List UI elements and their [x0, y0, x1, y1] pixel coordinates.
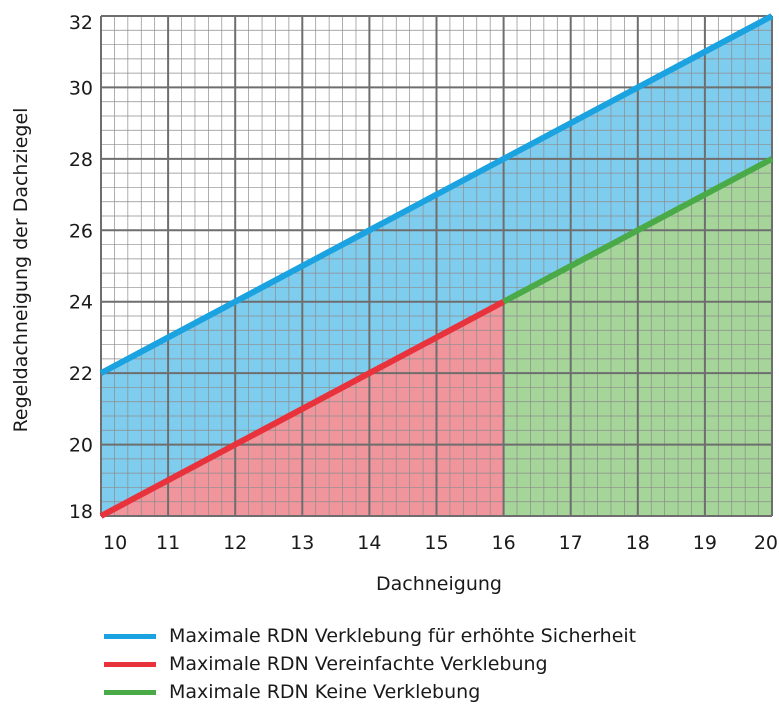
x-tick-label: 16	[492, 532, 516, 554]
major-gridlines	[100, 15, 773, 517]
y-tick-label: 26	[69, 220, 93, 242]
y-tick-label: 20	[69, 435, 93, 457]
x-tick-label: 14	[357, 532, 381, 554]
legend-label: Maximale RDN Verklebung für erhöhte Sich…	[169, 625, 637, 647]
legend-swatch-blue	[104, 633, 156, 639]
y-tick-labels: 18 20 22 24 26 28 30 32	[69, 12, 93, 523]
legend-label: Maximale RDN Keine Verklebung	[169, 681, 481, 703]
x-tick-label: 17	[559, 532, 583, 554]
y-tick-label: 32	[69, 12, 93, 34]
x-tick-label: 11	[156, 532, 180, 554]
y-tick-label: 22	[69, 363, 93, 385]
series-line-blue	[99, 13, 774, 376]
legend-label: Maximale RDN Vereinfachte Verklebung	[169, 653, 548, 675]
x-tick-label: 15	[424, 532, 448, 554]
x-axis-label: Dachneigung	[376, 573, 502, 595]
series-line-red	[99, 299, 506, 519]
legend-item: Maximale RDN Keine Verklebung	[104, 678, 636, 706]
y-tick-label: 24	[69, 292, 93, 314]
x-tick-labels: 10 11 12 13 14 15 16 17 18 19 20	[103, 532, 778, 554]
y-tick-label: 28	[69, 149, 93, 171]
legend-item: Maximale RDN Vereinfachte Verklebung	[104, 650, 636, 678]
x-tick-label: 12	[223, 532, 247, 554]
x-tick-label: 19	[693, 532, 717, 554]
x-tick-label: 18	[626, 532, 650, 554]
x-tick-label: 13	[290, 532, 314, 554]
legend: Maximale RDN Verklebung für erhöhte Sich…	[104, 622, 636, 706]
y-axis-label: Regeldachneigung der Dachziegel	[10, 108, 32, 433]
x-tick-label: 10	[103, 532, 127, 554]
legend-item: Maximale RDN Verklebung für erhöhte Sich…	[104, 622, 636, 650]
legend-swatch-green	[104, 689, 156, 695]
series-lines	[99, 13, 774, 519]
y-tick-label: 30	[69, 77, 93, 99]
y-tick-label: 18	[69, 501, 93, 523]
x-tick-label: 20	[754, 532, 778, 554]
series-line-green	[502, 156, 774, 305]
legend-swatch-red	[104, 661, 156, 667]
